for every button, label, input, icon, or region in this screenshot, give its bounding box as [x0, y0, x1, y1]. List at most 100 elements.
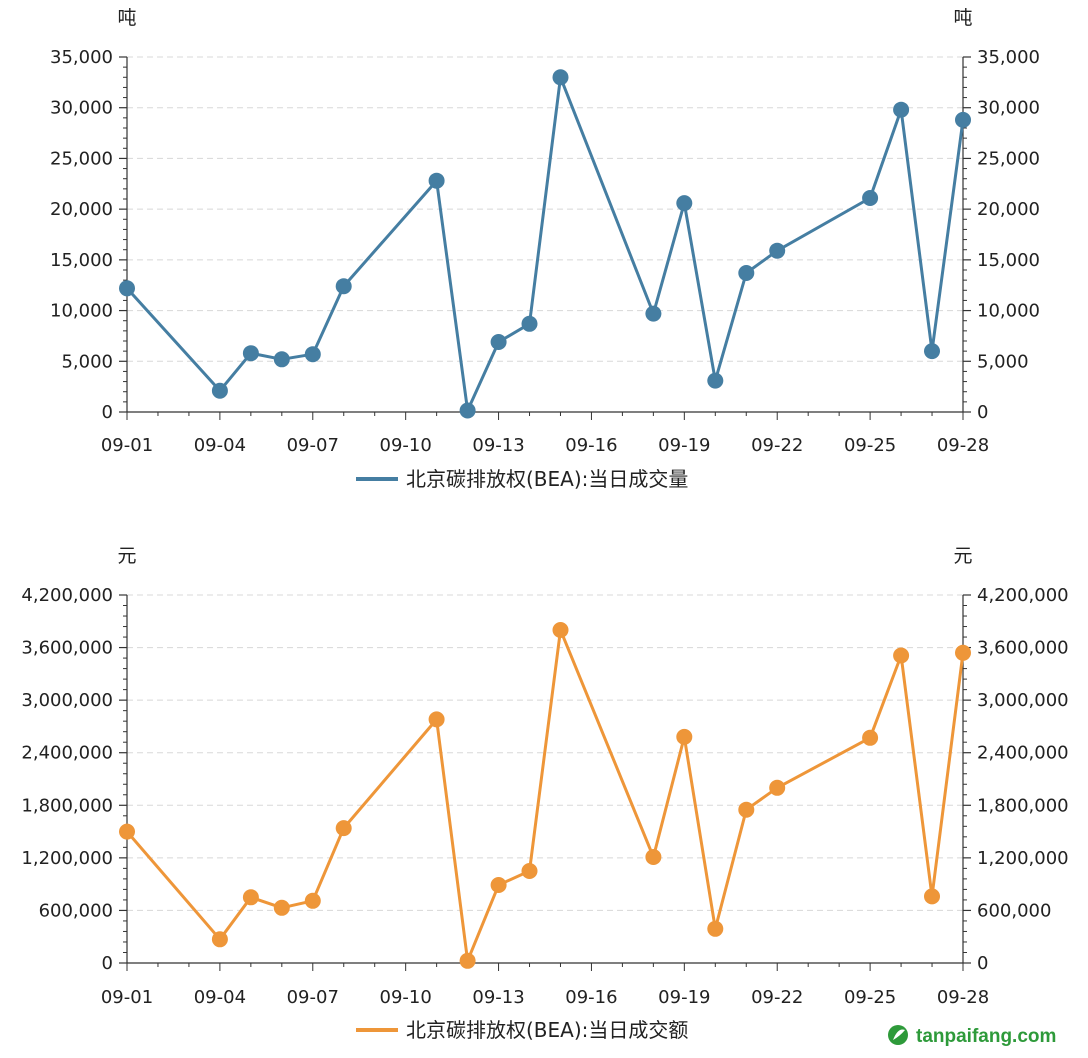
left-y-tick-label: 20,000 [50, 199, 113, 220]
data-point-volume [924, 343, 940, 360]
left-y-tick-label: 2,400,000 [21, 743, 113, 764]
x-tick-label: 09-13 [472, 987, 524, 1008]
right-y-tick-label: 15,000 [977, 250, 1040, 271]
data-point-volume [242, 345, 259, 362]
data-point-amount [119, 823, 135, 840]
data-point-amount [955, 644, 971, 661]
right-y-tick-label: 2,400,000 [977, 743, 1069, 764]
x-tick-label: 09-10 [380, 987, 432, 1008]
data-point-amount [707, 920, 724, 937]
data-point-amount [521, 863, 538, 879]
data-point-volume [707, 372, 724, 389]
left-y-tick-label: 0 [102, 402, 113, 423]
data-point-volume [955, 111, 971, 128]
data-point-amount [242, 889, 259, 906]
x-tick-label: 09-16 [565, 435, 617, 456]
x-tick-label: 09-13 [472, 435, 524, 456]
right-y-tick-label: 30,000 [977, 98, 1040, 119]
data-point-amount [676, 728, 693, 745]
left-y-tick-label: 3,000,000 [21, 690, 113, 711]
data-point-volume [552, 69, 569, 86]
data-point-amount [335, 820, 352, 837]
x-tick-label: 09-22 [751, 435, 803, 456]
data-point-amount [273, 899, 290, 916]
x-tick-label: 09-19 [658, 435, 710, 456]
x-tick-label: 09-19 [658, 987, 710, 1008]
right-y-tick-label: 25,000 [977, 148, 1040, 169]
right-y-tick-label: 0 [977, 953, 988, 974]
left-y-tick-label: 35,000 [50, 47, 113, 68]
data-point-amount [893, 647, 910, 664]
x-tick-label: 09-07 [287, 987, 339, 1008]
data-point-amount [769, 779, 786, 796]
legend-label-volume: 北京碳排放权(BEA):当日成交量 [406, 467, 688, 491]
right-y-tick-label: 1,200,000 [977, 848, 1069, 869]
left-y-tick-label: 600,000 [39, 900, 113, 921]
data-point-volume [645, 305, 662, 322]
leaf-icon [893, 1029, 905, 1040]
data-point-volume [428, 172, 445, 189]
data-point-amount [924, 888, 940, 905]
right-y-tick-label: 0 [977, 402, 988, 423]
right-y-tick-label: 1,800,000 [977, 795, 1069, 816]
left-y-tick-label: 4,200,000 [21, 585, 113, 606]
x-tick-label: 09-28 [937, 435, 989, 456]
right-y-tick-label: 5,000 [977, 351, 1029, 372]
left-y-tick-label: 1,200,000 [21, 848, 113, 869]
left-unit-label: 吨 [117, 7, 136, 29]
left-y-tick-label: 25,000 [50, 148, 113, 169]
x-tick-label: 09-04 [194, 987, 246, 1008]
data-point-volume [304, 346, 321, 363]
x-tick-label: 09-28 [937, 987, 989, 1008]
x-tick-label: 09-01 [101, 987, 153, 1008]
right-y-tick-label: 600,000 [977, 900, 1051, 921]
data-point-amount [862, 729, 879, 746]
data-point-amount [428, 711, 445, 728]
data-point-volume [738, 265, 755, 281]
data-point-volume [490, 334, 507, 350]
data-point-volume [335, 278, 352, 295]
data-point-amount [552, 622, 569, 638]
watermark-text: tanpaifang.com [916, 1026, 1056, 1047]
right-y-tick-label: 3,000,000 [977, 690, 1069, 711]
right-y-tick-label: 20,000 [977, 199, 1040, 220]
data-point-volume [119, 280, 135, 297]
right-y-tick-label: 10,000 [977, 301, 1040, 322]
data-point-amount [304, 892, 321, 909]
left-y-tick-label: 1,800,000 [21, 795, 113, 816]
left-y-tick-label: 15,000 [50, 250, 113, 271]
x-tick-label: 09-25 [844, 987, 896, 1008]
data-point-amount [490, 877, 507, 893]
x-tick-label: 09-22 [751, 987, 803, 1008]
x-tick-label: 09-04 [194, 435, 246, 456]
legend-label-amount: 北京碳排放权(BEA):当日成交额 [406, 1018, 688, 1042]
left-y-tick-label: 0 [102, 953, 113, 974]
x-tick-label: 09-07 [287, 435, 339, 456]
data-point-amount [645, 849, 662, 865]
left-y-tick-label: 5,000 [61, 351, 113, 372]
left-y-tick-label: 3,600,000 [21, 638, 113, 659]
data-point-volume [273, 351, 290, 368]
data-point-amount [738, 801, 755, 818]
right-y-tick-label: 3,600,000 [977, 638, 1069, 659]
data-point-volume [521, 315, 538, 332]
left-y-tick-label: 30,000 [50, 98, 113, 119]
data-point-amount [211, 931, 228, 948]
data-point-volume [459, 402, 476, 419]
left-y-tick-label: 10,000 [50, 301, 113, 322]
data-point-volume [893, 101, 910, 118]
left-unit-label: 元 [117, 545, 136, 567]
data-point-volume [211, 382, 228, 399]
data-point-volume [676, 195, 693, 212]
x-tick-label: 09-16 [565, 987, 617, 1008]
data-point-volume [769, 242, 786, 259]
right-y-tick-label: 4,200,000 [977, 585, 1069, 606]
data-point-volume [862, 190, 879, 206]
right-unit-label: 吨 [953, 7, 972, 29]
right-unit-label: 元 [953, 545, 972, 567]
data-point-amount [459, 952, 476, 969]
right-y-tick-label: 35,000 [977, 47, 1040, 68]
x-tick-label: 09-01 [101, 435, 153, 456]
